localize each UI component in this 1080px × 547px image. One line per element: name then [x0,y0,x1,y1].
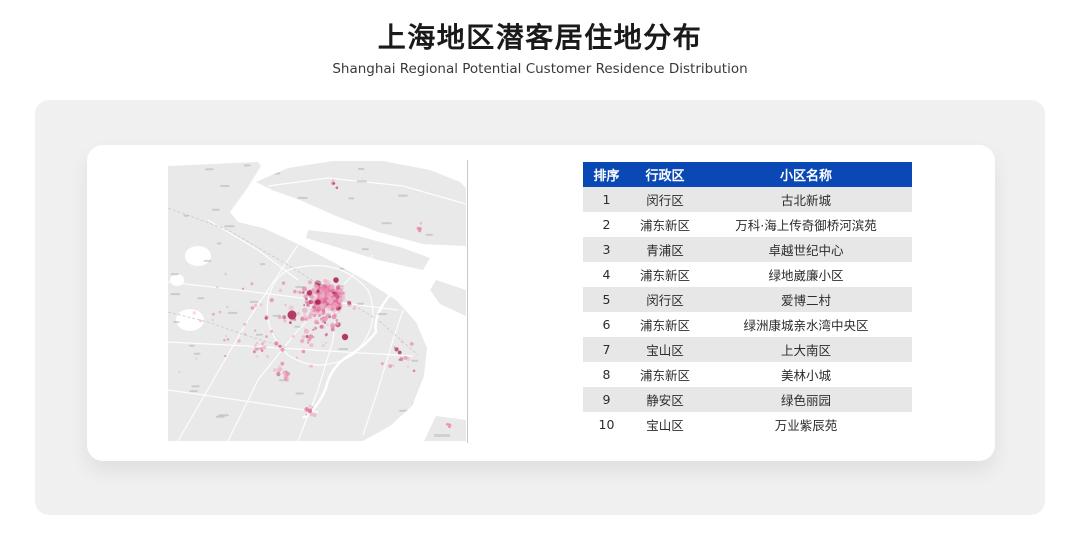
table-row: 3 青浦区 卓越世纪中心 [583,237,912,262]
table-cell: 万科·海上传奇御桥河滨苑 [735,218,877,233]
column-header-2: 小区名称 [700,162,912,187]
page-subtitle: Shanghai Regional Potential Customer Res… [332,61,748,77]
land-hengsha-island [430,280,466,316]
map-land-group [168,161,466,441]
table-cell: 浦东新区 [639,318,690,333]
page-header: 上海地区潜客居住地分布 Shanghai Regional Potential … [0,21,1080,78]
column-header-1: 行政区 [630,162,700,187]
huangpu-river [302,294,391,419]
table-cell: 万业紫辰苑 [774,418,838,433]
table-cell: 浦东新区 [639,268,690,283]
table-cell: 静安区 [630,387,700,412]
table-cell: 7 [583,337,630,362]
table-row: 4 浦东新区 绿地崴廉小区 [583,262,912,287]
ranking-table-container: 排序 行政区 小区名称 1 闵行区 古北新城 2 浦东新区 万科·海上传奇御桥河滨苑 3 青浦区卓… [583,162,912,437]
table-cell: 4 [602,267,611,282]
table-cell: 古北新城 [700,187,912,212]
table-cell: 闵行区 [630,187,700,212]
page-title: 上海地区潜客居住地分布 [377,21,703,54]
table-row: 10 宝山区 万业紫辰苑 [583,412,912,437]
table-cell: 10 [598,417,615,432]
table-cell: 9 [583,387,630,412]
table-cell: 宝山区 [630,337,700,362]
table-cell: 6 [602,317,611,332]
table-cell: 1 [583,187,630,212]
table-cell: 8 [602,367,611,382]
map-density-dots [178,179,452,429]
table-cell: 闵行区 [630,287,700,312]
table-row: 8 浦东新区 美林小城 [583,362,912,387]
table-cell: 上大南区 [700,337,912,362]
column-header-0: 排序 [583,162,630,187]
content-panel: 排序 行政区 小区名称 1 闵行区 古北新城 2 浦东新区 万科·海上传奇御桥河滨苑 3 青浦区卓… [35,100,1045,515]
table-cell: 爱博二村 [700,287,912,312]
table-cell: 青浦区 [630,237,700,262]
table-row: 5 闵行区 爱博二村 [583,287,912,312]
table-cell: 宝山区 [646,418,684,433]
table-cell: 浦东新区 [639,218,690,233]
table-cell: 绿色丽园 [700,387,912,412]
table-row: 2 浦东新区 万科·海上传奇御桥河滨苑 [583,212,912,237]
table-cell: 3 [583,237,630,262]
table-header-row: 排序 行政区 小区名称 [583,162,912,187]
table-row: 1 闵行区 古北新城 [583,187,912,212]
map-svg [168,160,466,441]
table-cell: 5 [583,287,630,312]
table-row: 9 静安区 绿色丽园 [583,387,912,412]
land-chongming-island [256,161,466,246]
table-cell: 浦东新区 [639,368,690,383]
vertical-divider [467,160,468,443]
table-cell: 卓越世纪中心 [700,237,912,262]
table-cell: 2 [602,217,611,232]
map-rail-lines [168,207,419,356]
shanghai-map [168,160,466,441]
table-row: 6 浦东新区 绿洲康城亲水湾中央区 [583,312,912,337]
map-attribution-mark [434,434,450,437]
land-mainland [168,162,427,441]
table-cell: 绿地崴廉小区 [768,268,844,283]
content-card: 排序 行政区 小区名称 1 闵行区 古北新城 2 浦东新区 万科·海上传奇御桥河滨苑 3 青浦区卓… [87,145,995,461]
ranking-table: 排序 行政区 小区名称 1 闵行区 古北新城 2 浦东新区 万科·海上传奇御桥河滨苑 3 青浦区卓… [583,162,912,437]
table-cell: 绿洲康城亲水湾中央区 [743,318,869,333]
table-cell: 美林小城 [780,368,831,383]
table-row: 7 宝山区 上大南区 [583,337,912,362]
